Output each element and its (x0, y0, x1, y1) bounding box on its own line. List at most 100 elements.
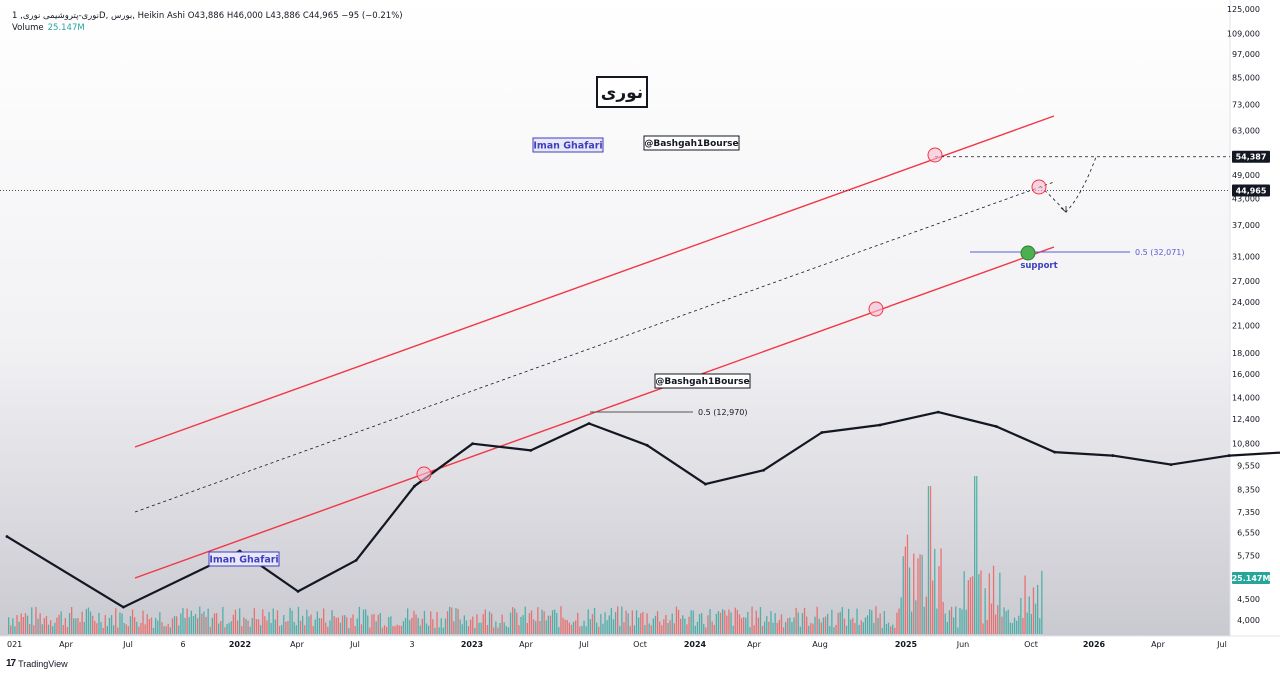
price-point (471, 442, 474, 446)
volume-bar (1037, 584, 1039, 634)
volume-bar (10, 625, 12, 634)
volume-bar (8, 617, 10, 634)
volume-bar (932, 580, 934, 634)
volume-bar (247, 620, 249, 634)
volume-bar (875, 606, 877, 634)
author-label-top-box[interactable] (532, 137, 604, 153)
volume-bar (117, 627, 119, 634)
volume-bar (749, 627, 751, 634)
volume-bar (297, 606, 300, 634)
volume-bar (728, 609, 730, 634)
volume-bar (610, 608, 612, 634)
volume-bar (62, 625, 64, 634)
channel-label-top-box[interactable] (643, 135, 740, 151)
volume-bar (14, 626, 16, 634)
volume-bar (493, 627, 495, 634)
volume-bar (274, 619, 276, 634)
support-marker-circle[interactable] (1020, 245, 1036, 261)
volume-bar (967, 580, 969, 634)
volume-bar (724, 610, 726, 634)
fib-lower-label: 0.5 (12,970) (698, 408, 748, 417)
volume-bar (940, 548, 942, 634)
volume-bar (692, 610, 694, 634)
volume-bar (621, 606, 623, 634)
price-axis-label: 37,000 (1232, 221, 1260, 230)
author-label-bottom: Iman Ghafari (209, 554, 278, 565)
volume-bar (314, 619, 316, 634)
price-axis[interactable]: 125,000 109,000 97,000 85,000 73,000 63,000 54… (1227, 5, 1271, 625)
volume-bar (829, 626, 831, 634)
volume-bar (665, 614, 667, 634)
volume-bar (352, 614, 354, 634)
time-axis-label: Apr (59, 640, 74, 649)
time-axis[interactable]: 021 Apr Jul 6 2022 Apr Jul 3 2023 Apr Jul Oct 2024 Ap… (7, 640, 1227, 649)
volume-bar (241, 626, 243, 634)
volume-bar (299, 620, 302, 634)
volume-bar (545, 620, 547, 634)
volume-bar (593, 607, 596, 634)
volume-bar (514, 608, 516, 634)
volume-bar (371, 614, 373, 634)
pivot-marker-circle[interactable] (927, 147, 943, 163)
volume-bar (659, 621, 661, 634)
volume-bar (407, 608, 409, 634)
volume-bar (369, 627, 371, 634)
author-label-bottom-box[interactable] (208, 551, 280, 567)
volume-bar (848, 608, 850, 634)
volume-bar (558, 627, 560, 634)
volume-bar (140, 622, 142, 634)
volume-bar (173, 616, 176, 634)
volume-bar (898, 608, 900, 634)
volume-bar (476, 614, 478, 634)
volume-bar (646, 613, 648, 634)
volume-bar (423, 610, 426, 634)
volume-axis-label: 25.147M (1232, 574, 1271, 583)
volume-bar (759, 607, 762, 634)
volume-bar (701, 613, 703, 634)
volume-bar (486, 625, 489, 634)
volume-bar (31, 607, 33, 634)
pivot-marker-circle[interactable] (416, 466, 432, 482)
volume-bar (360, 624, 363, 634)
symbol-title-label-box[interactable] (596, 76, 648, 108)
volume-bar (617, 606, 619, 634)
volume-bar (797, 612, 799, 634)
volume-bar (873, 622, 875, 634)
price-axis-label: 12,400 (1232, 415, 1260, 424)
tradingview-footer[interactable]: 17 TradingView (6, 658, 68, 669)
volume-bar (354, 626, 356, 634)
volume-bar (333, 616, 335, 634)
volume-bar (327, 626, 329, 634)
volume-bar (50, 620, 52, 634)
pivot-marker-circle[interactable] (868, 301, 884, 317)
channel-label-middle-box[interactable] (654, 373, 751, 389)
volume-bar (915, 600, 917, 634)
volume-bar (698, 613, 701, 634)
volume-bar (220, 621, 222, 634)
volume-bar (377, 614, 379, 634)
volume-bar (209, 626, 211, 634)
volume-bar (348, 627, 350, 634)
time-axis-label: Apr (1151, 640, 1166, 649)
price-point (122, 605, 125, 609)
volume-bar (260, 625, 262, 634)
price-point (936, 410, 940, 414)
volume-bar (115, 608, 117, 634)
volume-bar (854, 623, 856, 634)
volume-bar (564, 619, 566, 634)
symbol-header[interactable]: 1 ,نوری-پتروشیمی نوریD, بورس, Heikin Ash… (12, 11, 403, 21)
price-point (413, 484, 416, 488)
volume-bar (923, 606, 925, 634)
volume-bar (661, 625, 663, 634)
volume-bar (883, 611, 885, 634)
volume-bar (522, 615, 524, 634)
pivot-marker-circle[interactable] (1031, 179, 1047, 195)
volume-bar (472, 616, 474, 634)
volume-bar (495, 621, 497, 634)
volume-bar (83, 622, 85, 634)
volume-legend-value: 25.147M (47, 23, 85, 33)
volume-bar (157, 620, 159, 634)
volume-bar (833, 627, 835, 634)
